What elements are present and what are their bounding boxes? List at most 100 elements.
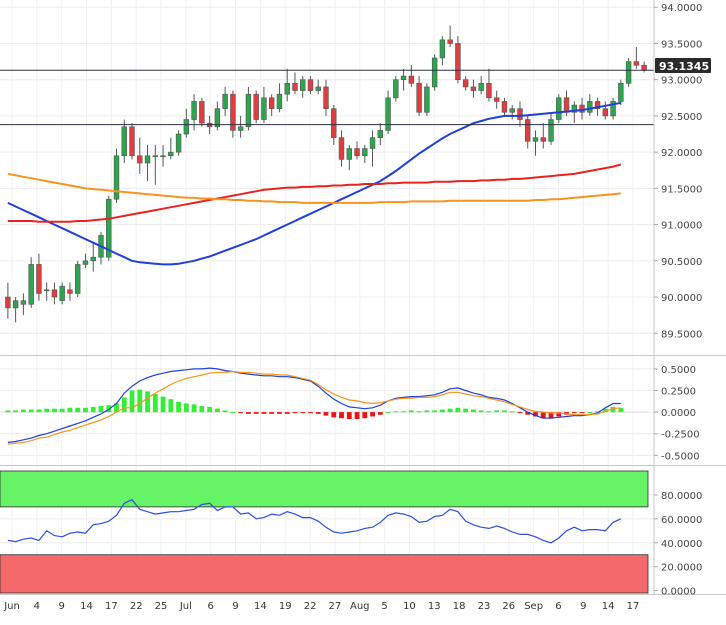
- candle-up: [362, 148, 368, 157]
- candle-down: [455, 43, 461, 80]
- macd-bar-positive: [191, 404, 197, 413]
- x-tick-label: 25: [155, 601, 168, 612]
- x-tick-label: 17: [627, 601, 640, 612]
- candle-down: [268, 97, 275, 109]
- macd-bar-positive: [20, 409, 26, 413]
- x-tick-label: 9: [580, 601, 586, 612]
- candle-up: [439, 39, 446, 59]
- macd-bar-negative: [346, 412, 352, 420]
- candle-down: [462, 79, 469, 88]
- candle-down: [230, 93, 236, 131]
- macd-bar-negative: [354, 412, 360, 420]
- candle-down: [292, 83, 298, 91]
- candle-up: [222, 93, 228, 109]
- candle-up: [12, 300, 19, 309]
- x-tick-label: 5: [381, 601, 387, 612]
- indicator-lines: [7, 101, 622, 544]
- macd-bar-positive: [439, 409, 445, 413]
- x-tick-label: 22: [304, 601, 317, 612]
- x-tick-label: 17: [105, 601, 118, 612]
- macd-bar-positive: [152, 393, 158, 413]
- moving-average-red: [7, 163, 622, 223]
- candle-down: [331, 108, 337, 138]
- macd-bar-positive: [28, 409, 34, 413]
- moving-average-orange: [7, 172, 621, 204]
- candle-up: [106, 198, 112, 258]
- macd-bar-positive: [183, 403, 189, 413]
- macd-bar-positive: [401, 411, 406, 413]
- candle-up: [191, 101, 197, 120]
- x-tick-label: 19: [279, 601, 292, 612]
- candle-up: [20, 300, 27, 305]
- macd-signal-line: [7, 370, 621, 445]
- x-tick-label: 14: [254, 601, 267, 612]
- macd-bar-positive: [385, 412, 391, 414]
- candle-up: [113, 155, 120, 200]
- y-tick-label: 60.0000: [661, 515, 702, 526]
- price-panel: [0, 0, 654, 355]
- candle-up: [75, 264, 81, 294]
- macd-bar-negative: [300, 412, 306, 414]
- macd-bar-positive: [5, 410, 11, 413]
- candle-up: [478, 83, 484, 91]
- y-tick-label: 20.0000: [661, 563, 702, 574]
- candle-down: [416, 83, 422, 113]
- y-tick-label: 0.5000: [661, 365, 696, 376]
- macd-bar-negative: [556, 412, 562, 417]
- candle-up: [237, 126, 244, 131]
- macd-bar-positive: [121, 397, 127, 413]
- horizontal-levels: [0, 69, 654, 126]
- macd-bar-positive: [486, 411, 492, 413]
- macd-bar-positive: [471, 409, 476, 413]
- candle-up: [168, 151, 174, 157]
- x-tick-label: Jul: [179, 601, 192, 612]
- macd-bar-positive: [602, 408, 608, 413]
- candle-up: [152, 155, 159, 158]
- macd-bar-negative: [571, 412, 577, 414]
- candle-up: [43, 289, 50, 292]
- y-tick-label: 92.0000: [661, 148, 702, 159]
- macd-bar-positive: [408, 410, 414, 413]
- candle-up: [385, 97, 391, 131]
- macd-bar-positive: [13, 410, 19, 413]
- macd-bar-positive: [416, 411, 422, 413]
- candle-up: [245, 93, 252, 128]
- last-price-label: 93.1345: [659, 60, 709, 73]
- macd-bar-positive: [455, 407, 461, 413]
- macd-bar-positive: [478, 410, 484, 413]
- moving-average-blue: [7, 101, 621, 266]
- y-tick-label: 0.0000: [661, 408, 696, 419]
- candle-up: [610, 101, 616, 117]
- y-tick-label: 91.5000: [661, 184, 702, 195]
- x-tick-label: 26: [502, 601, 515, 612]
- macd-bar-positive: [36, 409, 42, 413]
- candle-up: [28, 264, 34, 305]
- macd-bar-positive: [393, 411, 399, 413]
- x-tick-label: 4: [34, 601, 40, 612]
- candle-down: [199, 101, 205, 124]
- macd-bar-negative: [540, 412, 546, 419]
- x-tick-label: 23: [478, 601, 491, 612]
- rsi-overbought-band: [0, 470, 649, 508]
- candle-up: [59, 285, 65, 301]
- y-tick-label: 94.0000: [661, 3, 702, 14]
- candle-down: [5, 296, 11, 309]
- y-tick-label: 92.5000: [661, 112, 702, 123]
- candle-down: [253, 93, 259, 120]
- macd-bar-positive: [447, 408, 453, 413]
- candle-up: [424, 86, 430, 113]
- macd-bar-negative: [308, 412, 313, 414]
- macd-bar-positive: [199, 406, 205, 413]
- macd-bar-negative: [277, 412, 282, 414]
- candle-up: [315, 86, 321, 91]
- macd-bar-positive: [90, 406, 96, 413]
- candle-up: [121, 126, 127, 157]
- x-tick-label: 6: [208, 601, 214, 612]
- macd-bar-positive: [432, 410, 438, 413]
- x-tick-label: 9: [232, 601, 238, 612]
- x-tick-label: Aug: [350, 601, 370, 612]
- x-tick-label: 18: [453, 601, 466, 612]
- y-tick-label: 80.0000: [661, 491, 702, 502]
- macd-bar-positive: [618, 407, 624, 413]
- candle-up: [346, 148, 352, 160]
